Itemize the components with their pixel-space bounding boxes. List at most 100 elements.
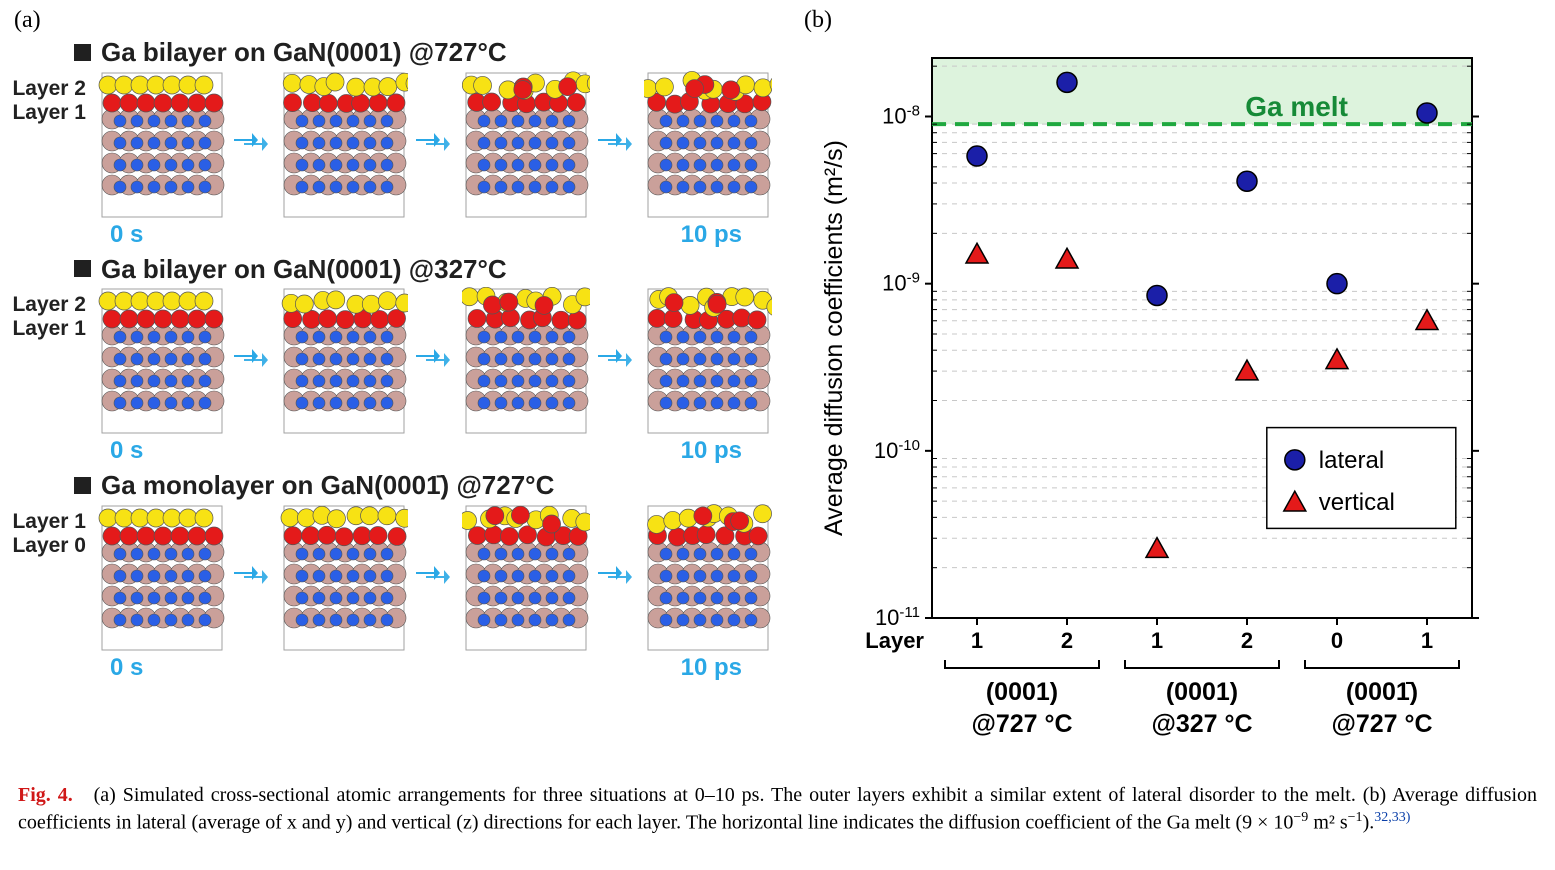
atomic-diagram-slot [98, 504, 226, 654]
atomic-diagram [98, 287, 226, 437]
arrow-icon [416, 131, 454, 161]
point-lateral [1147, 285, 1167, 305]
simulation-title: Ga bilayer on GaN(0001) @327°C [74, 255, 772, 284]
simulation-row: Layer 2Layer 1 [12, 71, 772, 221]
time-end: 10 ps [681, 439, 742, 463]
simulation-title: Ga bilayer on GaN(0001) @727°C [74, 38, 772, 67]
point-lateral [1285, 450, 1305, 470]
layer-labels: Layer 2Layer 1 [12, 293, 90, 341]
arrow-icon [234, 347, 272, 377]
simulation-row: Layer 2Layer 1 [12, 287, 772, 437]
atomic-diagram [644, 504, 772, 654]
point-vertical [1056, 248, 1078, 268]
time-start: 0 s [110, 223, 143, 247]
simulation-title: Ga monolayer on GaN(0001̄) @727°C [74, 471, 772, 500]
time-labels: 0 s 10 ps [110, 439, 742, 463]
atomic-diagram-slot [98, 287, 226, 437]
simulation-row: Layer 1Layer 0 [12, 504, 772, 654]
figure-tag: Fig. 4. [18, 784, 73, 806]
panel-b-body: Ga melt10-1110-1010-910-8Average diffusi… [802, 38, 1522, 768]
point-lateral [1237, 171, 1257, 191]
arrow-icon [598, 564, 636, 594]
arrow-slot [234, 131, 272, 161]
legend-lateral: lateral [1319, 447, 1384, 474]
atomic-diagram [462, 71, 590, 221]
figure-caption: Fig. 4. (a) Simulated cross-sectional at… [18, 782, 1537, 837]
atomic-diagram [462, 504, 590, 654]
arrow-icon [234, 564, 272, 594]
y-tick-label: 10-11 [875, 604, 920, 630]
atomic-diagram-slot [644, 71, 772, 221]
arrow-icon [598, 347, 636, 377]
arrow-slot [598, 564, 636, 594]
group-temp-label: @727 °C [971, 710, 1072, 738]
arrow-icon [416, 564, 454, 594]
ga-melt-band [932, 58, 1472, 124]
time-start: 0 s [110, 439, 143, 463]
arrow-slot [416, 347, 454, 377]
arrow-icon [598, 131, 636, 161]
caption-body-3: ). [1363, 812, 1375, 834]
point-lateral [967, 146, 987, 166]
layer-labels: Layer 2Layer 1 [12, 77, 90, 125]
panel-b: (b) Ga melt10-1110-1010-910-8Average dif… [802, 8, 1522, 768]
x-tick-label: 1 [1421, 628, 1433, 653]
group-bracket [945, 660, 1099, 668]
atomic-diagram [644, 287, 772, 437]
arrow-slot [234, 564, 272, 594]
x-tick-label: 1 [1151, 628, 1163, 653]
atomic-diagram [462, 287, 590, 437]
caption-melt-exp: −9 [1293, 810, 1308, 825]
panel-a-body: Ga bilayer on GaN(0001) @727°C Layer 2Lay… [12, 38, 772, 680]
group-bracket [1305, 660, 1459, 668]
time-labels: 0 s 10 ps [110, 656, 742, 680]
point-vertical [1326, 349, 1348, 369]
atomic-diagram-slot [644, 287, 772, 437]
point-lateral [1057, 72, 1077, 92]
atomic-diagram-slot [98, 71, 226, 221]
caption-unit-exp: −1 [1348, 810, 1363, 825]
group-face-label: (0001) [986, 678, 1058, 706]
atomic-diagram-slot [462, 71, 590, 221]
point-lateral [1417, 103, 1437, 123]
ga-melt-label: Ga melt [1245, 91, 1348, 122]
atomic-diagram [98, 71, 226, 221]
point-lateral [1327, 274, 1347, 294]
diffusion-chart: Ga melt10-1110-1010-910-8Average diffusi… [802, 38, 1502, 768]
time-labels: 0 s 10 ps [110, 223, 742, 247]
arrow-icon [416, 347, 454, 377]
figure-4: (a) Ga bilayer on GaN(0001) @727°CLayer … [0, 0, 1555, 841]
panel-a: (a) Ga bilayer on GaN(0001) @727°CLayer … [12, 8, 772, 688]
arrow-icon [234, 131, 272, 161]
atomic-diagram-slot [462, 504, 590, 654]
bullet-icon [74, 44, 91, 61]
group-face-label: (0001) [1166, 678, 1238, 706]
y-tick-label: 10-9 [882, 270, 920, 296]
group-face-label: (0001̄) [1346, 678, 1418, 706]
point-vertical [1146, 538, 1168, 558]
atomic-diagram-slot [644, 504, 772, 654]
caption-citation: 32,33) [1374, 810, 1410, 825]
bullet-icon [74, 260, 91, 277]
arrow-slot [416, 131, 454, 161]
atomic-diagram [644, 71, 772, 221]
atomic-diagram-slot [462, 287, 590, 437]
panel-row: (a) Ga bilayer on GaN(0001) @727°CLayer … [12, 8, 1543, 768]
atomic-diagram [280, 71, 408, 221]
time-start: 0 s [110, 656, 143, 680]
time-end: 10 ps [681, 656, 742, 680]
y-tick-label: 10-8 [882, 103, 920, 129]
x-tick-label: 1 [971, 628, 983, 653]
arrow-slot [416, 564, 454, 594]
x-tick-label: 0 [1331, 628, 1343, 653]
group-bracket [1125, 660, 1279, 668]
atomic-diagram-slot [280, 504, 408, 654]
x-tick-label: 2 [1061, 628, 1073, 653]
simulation-title-text: Ga bilayer on GaN(0001) @327°C [101, 255, 507, 284]
atomic-diagram-slot [280, 287, 408, 437]
arrow-slot [234, 347, 272, 377]
group-temp-label: @327 °C [1151, 710, 1252, 738]
point-vertical [1236, 360, 1258, 380]
arrow-slot [598, 131, 636, 161]
atomic-diagram [280, 504, 408, 654]
